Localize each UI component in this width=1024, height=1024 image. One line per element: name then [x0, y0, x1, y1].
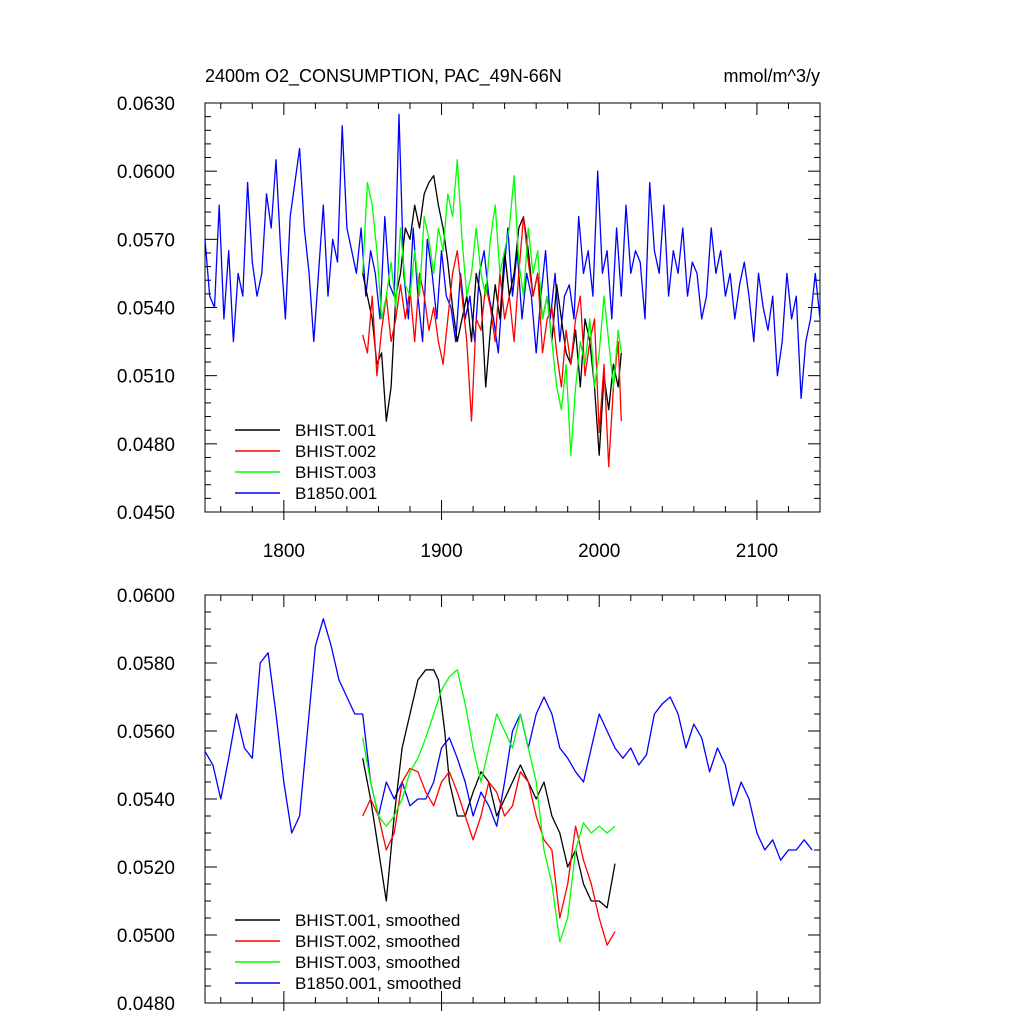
y-tick-label: 0.0450: [117, 503, 175, 524]
y-tick-label: 0.0540: [117, 299, 175, 320]
chart-bottom: 0.0480 0.0500 0.0520 0.0540 0.0560 0.0580 0.06…: [117, 586, 821, 1015]
x-tick-label: 2100: [736, 541, 778, 562]
y-tick-label: 0.0560: [117, 722, 175, 743]
y-tick-label: 0.0480: [117, 994, 175, 1015]
y-tick-label: 0.0480: [117, 435, 175, 456]
legend-label: BHIST.001, smoothed: [295, 911, 460, 930]
x-tick-label: 1800: [263, 541, 305, 562]
y-tick-label: 0.0630: [117, 94, 175, 115]
y-tick-label: 0.0510: [117, 367, 175, 388]
series-line-bhist-002: [362, 215, 622, 468]
legend-label: BHIST.003: [295, 463, 376, 482]
series-line-b1850-001: [204, 113, 821, 400]
y-tick-label: 0.0500: [117, 926, 175, 947]
y-tick-label: 0.0600: [117, 162, 175, 183]
series-line-bhist-001: [362, 175, 622, 456]
legend-label: BHIST.002, smoothed: [295, 932, 460, 951]
y-tick-label: 0.0540: [117, 790, 175, 811]
series-line-bhist-003: [362, 159, 622, 456]
y-tick-label: 0.0580: [117, 654, 175, 675]
series-line-b1850-001-smoothed: [204, 618, 813, 861]
y-tick-label: 0.0520: [117, 858, 175, 879]
legend-label: BHIST.003, smoothed: [295, 953, 460, 972]
legend-label: BHIST.002: [295, 442, 376, 461]
chart-title: 2400m O2_CONSUMPTION, PAC_49N-66N: [205, 66, 562, 87]
series-line-bhist-003-smoothed: [362, 669, 616, 943]
legend-label: BHIST.001: [295, 421, 376, 440]
x-tick-label: 2000: [578, 541, 620, 562]
y-tick-label: 0.0570: [117, 230, 175, 251]
y-tick-label: 0.0600: [117, 586, 175, 607]
chart-top: 2400m O2_CONSUMPTION, PAC_49N-66N mmol/m…: [117, 66, 821, 562]
chart-units: mmol/m^3/y: [724, 66, 820, 86]
legend-label: B1850.001, smoothed: [295, 974, 461, 993]
x-tick-label: 1900: [420, 541, 462, 562]
legend-label: B1850.001: [295, 484, 377, 503]
series-line-bhist-002-smoothed: [362, 767, 616, 946]
